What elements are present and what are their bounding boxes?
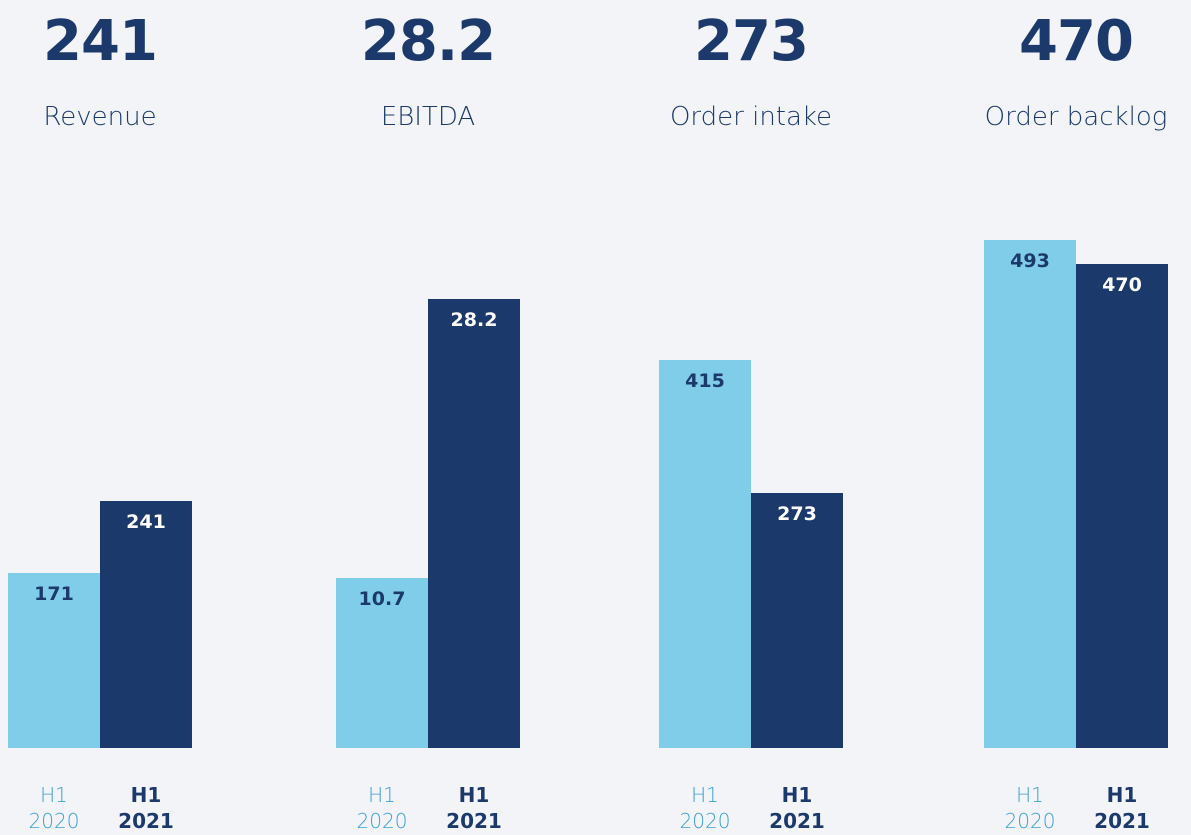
- category-label: H1 2020: [356, 783, 408, 833]
- subtitle: EBITDA: [380, 102, 476, 132]
- headline: 28.2: [360, 9, 496, 74]
- headline: 241: [43, 9, 158, 74]
- category-label: H1 2020: [1004, 783, 1056, 833]
- category-label: H1 2021: [769, 783, 825, 833]
- bar: [984, 240, 1076, 748]
- value-label: 171: [34, 582, 74, 605]
- category-label: H1 2021: [1094, 783, 1150, 833]
- bar: [336, 577, 428, 748]
- headline: 273: [694, 9, 809, 74]
- value-label: 415: [685, 370, 725, 392]
- subtitle: Order intake: [669, 102, 833, 132]
- value-label: 470: [1102, 273, 1142, 296]
- subtitle: Order backlog: [984, 102, 1168, 132]
- value-label: 493: [1010, 250, 1050, 272]
- value-label: 273: [777, 502, 817, 525]
- bar: [100, 501, 192, 748]
- subtitle: Revenue: [43, 102, 157, 132]
- category-label: H1 2021: [446, 783, 502, 833]
- headline: 470: [1019, 9, 1134, 74]
- category-label: H1 2021: [118, 783, 174, 833]
- bar: [8, 572, 100, 748]
- bar: [428, 299, 520, 748]
- category-label: H1 2020: [679, 783, 731, 833]
- bar: [1076, 263, 1168, 748]
- bar: [659, 360, 751, 748]
- value-label: 28.2: [450, 309, 498, 331]
- bar: [751, 492, 843, 748]
- value-label: 241: [126, 511, 166, 533]
- category-label: H1 2020: [28, 783, 80, 833]
- value-label: 10.7: [358, 587, 406, 610]
